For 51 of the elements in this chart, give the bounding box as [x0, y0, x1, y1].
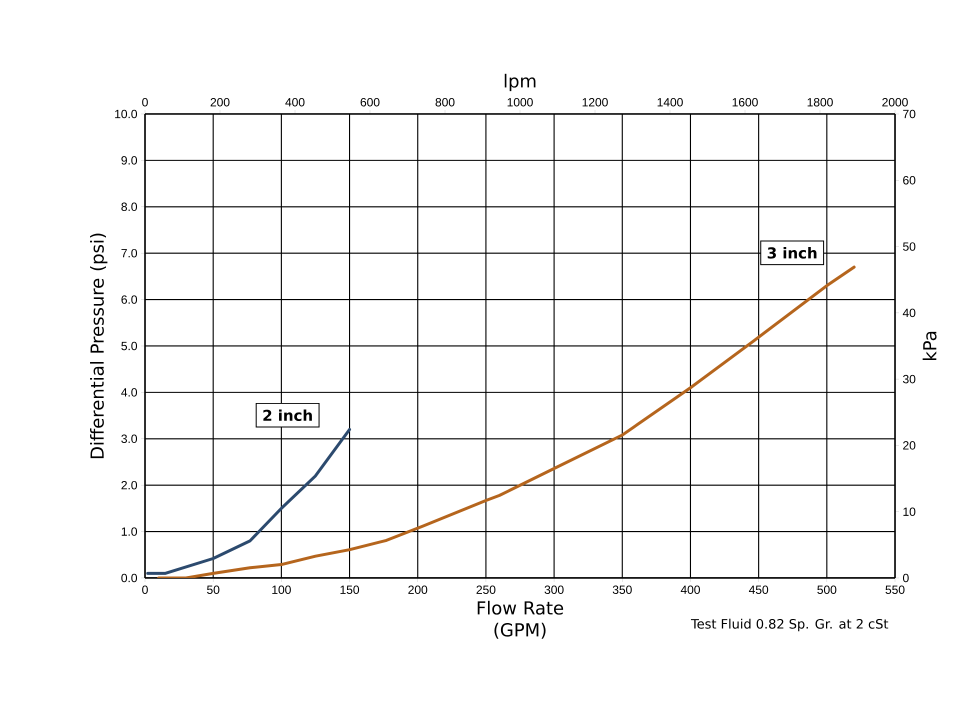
y2-tick-label: 70 — [903, 110, 916, 118]
y-tick-label: 5.0 — [121, 342, 138, 350]
x2-tick-label: 2000 — [882, 98, 908, 106]
x2-tick-label: 1600 — [732, 98, 758, 106]
y-tick-label: 1.0 — [122, 527, 138, 536]
x2-tick-label: 1000 — [508, 98, 533, 106]
x-tick-label: 100 — [272, 586, 291, 594]
x2-tick-label: 600 — [360, 98, 380, 106]
y-tick-label: 9.0 — [121, 156, 138, 165]
x2-tick-label: 400 — [285, 98, 305, 106]
series-label: 3 inch — [768, 247, 816, 259]
y-tick-label: 6.0 — [121, 295, 138, 304]
x2-tick-label: 1800 — [808, 98, 833, 106]
y-tick-label: 4.0 — [121, 388, 138, 397]
y-tick-label: 0.0 — [121, 574, 138, 582]
y2-tick-label: 50 — [903, 242, 916, 251]
y2-tick-label: 60 — [903, 176, 916, 184]
x-tick-label: 0 — [142, 586, 148, 594]
y-tick-label: 2.0 — [121, 480, 138, 490]
x-tick-label: 350 — [612, 586, 632, 594]
x-tick-label: 50 — [207, 586, 220, 594]
y2-tick-label: 20 — [903, 441, 916, 450]
x-tick-label: 400 — [680, 586, 700, 594]
x2-tick-label: 1400 — [658, 98, 683, 106]
y-tick-label: 7.0 — [121, 248, 138, 258]
y2-tick-label: 30 — [902, 374, 916, 384]
text: Test Fluid 0.82 Sp. Gr. at 2 cSt — [690, 618, 888, 632]
line-series — [146, 428, 352, 575]
y2-tick-label: 40 — [902, 308, 916, 318]
x-tick-label: 150 — [340, 586, 360, 594]
y-tick-label: 8.0 — [121, 202, 138, 212]
x-tick-label: 250 — [476, 586, 496, 594]
x2-tick-label: 800 — [436, 98, 455, 106]
y-tick-label: 3.0 — [121, 434, 138, 444]
x-tick-label: 200 — [408, 586, 428, 594]
x-tick-label: 500 — [817, 586, 836, 594]
y2-tick-label: 10 — [903, 507, 916, 516]
x2-tick-label: 200 — [210, 98, 230, 106]
y-tick-label: 10.0 — [115, 110, 138, 118]
y2-tick-label: 0 — [903, 574, 909, 582]
x2-tick-label: 1200 — [582, 98, 608, 106]
x-tick-label: 300 — [544, 586, 564, 594]
x-axis-title: Flow Rate (GPM) — [478, 600, 564, 639]
x-tick-label: 550 — [886, 586, 905, 594]
x2-tick-label: 0 — [142, 98, 148, 106]
x2-axis-title: lpm — [504, 74, 536, 92]
y2-axis-title: kPa — [922, 332, 937, 360]
x-tick-label: 450 — [748, 586, 768, 594]
text: 2 inch — [263, 409, 312, 422]
line-series — [157, 266, 856, 578]
y-axis-title: Differential Pressure (psi) — [90, 234, 108, 458]
